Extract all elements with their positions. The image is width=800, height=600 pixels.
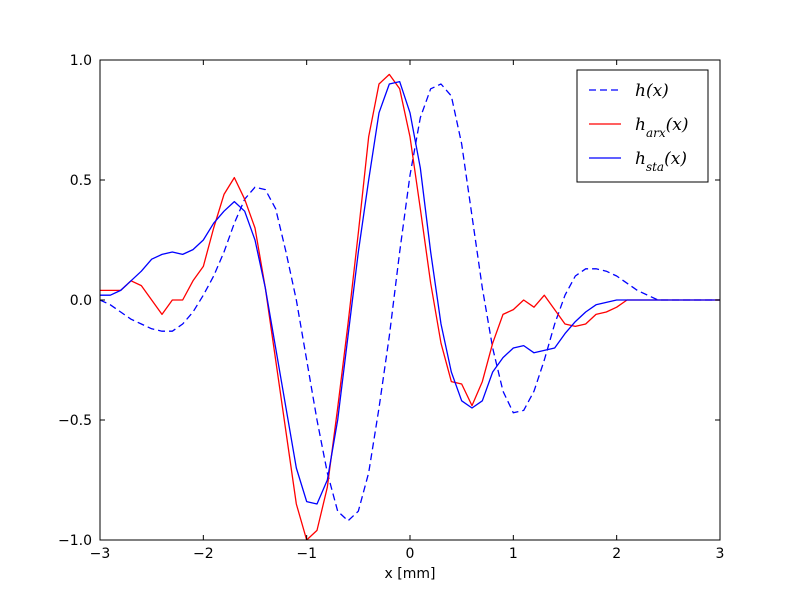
- series-line-2: [100, 73, 720, 540]
- x-tick-label: 3: [716, 546, 725, 562]
- y-tick-label: 0.5: [70, 173, 92, 189]
- y-tick-label: 1.0: [70, 53, 92, 69]
- legend-label-3: hsta(x): [635, 149, 687, 174]
- x-axis-label: x [mm]: [385, 566, 436, 582]
- y-tick-label: 0.0: [70, 293, 92, 309]
- x-tick-label: −3: [90, 546, 111, 562]
- series-line-1: [100, 83, 720, 522]
- series-line-3: [100, 80, 720, 505]
- x-tick-label: −1: [296, 546, 317, 562]
- x-tick-label: 2: [612, 546, 621, 562]
- y-tick-label: −0.5: [58, 413, 92, 429]
- y-tick-label: −1.0: [58, 533, 92, 549]
- legend-label-1: h(x): [635, 81, 669, 101]
- x-tick-label: −2: [193, 546, 214, 562]
- ticks-layer: −3 −2 −1 0 1 2 3 −1.0 −0.5 0.0 0.5 1.0: [58, 53, 724, 562]
- legend-label-2: harx(x): [635, 115, 688, 140]
- x-tick-label: 1: [509, 546, 518, 562]
- legend: h(x) harx(x) hsta(x): [576, 69, 709, 183]
- legend-box: [576, 69, 709, 183]
- series-layer: [100, 73, 720, 540]
- x-tick-label: 0: [406, 546, 415, 562]
